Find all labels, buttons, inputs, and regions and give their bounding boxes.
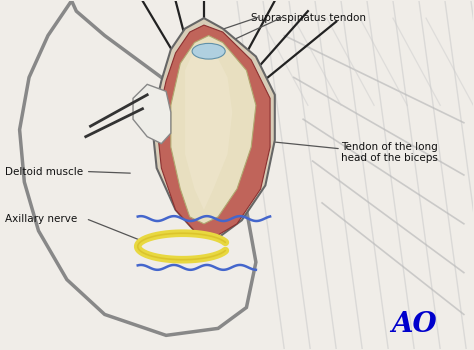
Text: Axillary nerve: Axillary nerve xyxy=(5,214,78,224)
Polygon shape xyxy=(152,18,275,238)
Polygon shape xyxy=(171,36,256,224)
Text: Supraspinatus tendon: Supraspinatus tendon xyxy=(251,13,366,23)
Text: Tendon of the long
head of the biceps: Tendon of the long head of the biceps xyxy=(341,141,438,163)
Text: Deltoid muscle: Deltoid muscle xyxy=(5,167,83,176)
Polygon shape xyxy=(156,25,270,238)
Ellipse shape xyxy=(192,43,225,59)
Polygon shape xyxy=(185,43,232,210)
Polygon shape xyxy=(133,84,171,144)
Text: AO: AO xyxy=(392,312,437,338)
